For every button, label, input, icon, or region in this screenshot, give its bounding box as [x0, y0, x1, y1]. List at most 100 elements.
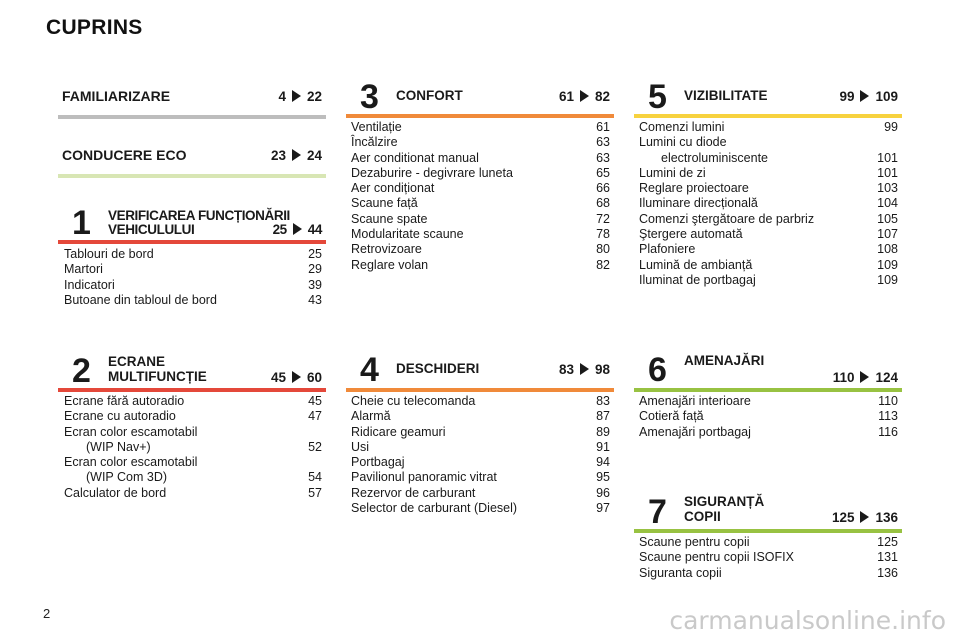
page-range: 61 82	[558, 89, 610, 104]
toc-entry: Ecrane cu autoradio 47	[64, 409, 326, 424]
toc-entry-label: Siguranta copii	[639, 565, 722, 580]
section-6-list: Amenajări interioare 110 Cotieră față 113 Am…	[639, 394, 902, 440]
divider-bar-green	[634, 529, 902, 533]
toc-entry: Ridicare geamuri 89	[351, 425, 614, 440]
toc-entry: Ecrane fără autoradio 45	[64, 394, 326, 409]
section-title-line2: COPII	[684, 509, 721, 524]
page-range: 110 124	[832, 370, 898, 385]
toc-entry: Amenajări interioare 110	[639, 394, 902, 409]
toc-entry-page: 43	[308, 292, 322, 307]
toc-entry-label: Martori	[64, 262, 103, 277]
toc-entry: Scaune pentru copii 125	[639, 535, 902, 550]
toc-entry-page: 96	[596, 485, 610, 500]
section-1-header: 1 VERIFICAREA FUNCȚIONĂRII VEHICULULUI 2…	[72, 203, 326, 243]
toc-entry-label: Rezervor de carburant	[351, 485, 476, 500]
toc-entry-page: 45	[308, 394, 322, 408]
section-2-header: 2 ECRANE MULTIFUNCȚIE 45 60	[72, 351, 326, 391]
toc-entry: Iluminat de portbagaj 109	[639, 273, 902, 288]
toc-entry-label: Iluminat de portbagaj	[639, 272, 756, 287]
divider-bar-lightgreen	[58, 174, 326, 178]
section-4-list: Cheie cu telecomanda 83 Alarmă 87 Ridicare g…	[351, 394, 614, 516]
section-2-list: Ecrane fără autoradio 45 Ecrane cu autorad…	[64, 394, 326, 501]
divider-bar-green	[634, 388, 902, 392]
toc-entry-page: 101	[877, 150, 898, 165]
toc-entry-page: 80	[596, 242, 610, 257]
toc-entry-page: 104	[877, 196, 898, 211]
toc-entry-label: Aer conditionat manual	[351, 150, 479, 165]
toc-entry-label: Ecrane fără autoradio	[64, 394, 185, 408]
toc-entry-label: Usi	[351, 439, 370, 454]
divider-bar-yellow	[634, 114, 902, 118]
page-range: 4 22	[278, 89, 322, 104]
toc-entry: Pavilionul panoramic vitrat 95	[351, 470, 614, 485]
toc-entry-page: 116	[878, 424, 898, 439]
toc-entry: Butoane din tabloul de bord 43	[64, 293, 326, 308]
toc-entry-page: 113	[878, 409, 898, 424]
toc-entry: Ştergere automată 107	[639, 227, 902, 242]
divider-bar-red	[58, 240, 326, 244]
toc-entry-page: 105	[877, 211, 898, 226]
section-number: 5	[648, 78, 667, 116]
section-7-header: 7 SIGURANȚĂ COPII 125 136	[648, 492, 902, 532]
watermark: carmanualsonline.info	[669, 606, 946, 635]
page-title: CUPRINS	[46, 16, 143, 39]
arrow-right-icon	[292, 223, 302, 235]
page-range: 25 44	[272, 222, 323, 237]
toc-entry: Lumină de ambianță 109	[639, 258, 902, 273]
toc-entry-page: 47	[308, 409, 322, 424]
arrow-right-icon	[860, 90, 870, 102]
toc-entry-page: 78	[596, 227, 610, 242]
toc-entry-page: 87	[596, 409, 610, 424]
toc-entry-page: 63	[596, 150, 610, 165]
toc-entry-label: Lumini cu diode	[639, 135, 727, 150]
toc-entry-page: 109	[877, 257, 898, 272]
toc-entry-label: electroluminiscente	[661, 150, 768, 165]
page-range: 23 24	[270, 148, 322, 163]
arrow-right-icon	[860, 511, 870, 523]
section-number: 6	[648, 351, 667, 389]
toc-entry-label: Lumină de ambianță	[639, 257, 753, 272]
section-title-line2: VEHICULULUI	[108, 222, 195, 237]
toc-entry: Încălzire 63	[351, 135, 614, 150]
page-range: 99 109	[839, 89, 898, 104]
toc-entry-page: 29	[308, 262, 322, 277]
toc-entry-page: 61	[596, 120, 610, 134]
toc-entry-label: Indicatori	[64, 277, 115, 292]
toc-entry-page: 25	[308, 247, 322, 261]
toc-entry-label: Dezaburire - degivrare luneta	[351, 165, 513, 180]
section-number: 1	[72, 204, 91, 242]
toc-entry: Aer conditionat manual 63	[351, 151, 614, 166]
section-number: 7	[648, 493, 667, 531]
toc-entry-page: 39	[308, 277, 322, 292]
toc-entry: Scaune pentru copii ISOFIX 131	[639, 550, 902, 565]
toc-entry: Ecran color escamotabil	[64, 425, 326, 440]
toc-entry-page: 108	[877, 242, 898, 257]
toc-entry-page: 57	[308, 485, 322, 500]
divider-bar-orange	[346, 114, 614, 118]
toc-entry-label: Scaune pentru copii ISOFIX	[639, 550, 794, 565]
section-title: AMENAJĂRI	[684, 353, 765, 368]
toc-entry-page: 91	[596, 439, 610, 454]
toc-entry-page: 83	[596, 394, 610, 408]
section-3-list: Ventilație 61 Încălzire 63 Aer conditionat m…	[351, 120, 614, 273]
toc-entry: Martori 29	[64, 262, 326, 277]
section-title-line1: VERIFICAREA FUNCȚIONĂRII	[108, 208, 290, 223]
divider-bar-orange	[346, 388, 614, 392]
page-range: 125 136	[831, 510, 898, 525]
toc-entry: Calculator de bord 57	[64, 486, 326, 501]
section-title: VIZIBILITATE	[684, 88, 768, 103]
toc-entry-page: 68	[596, 196, 610, 211]
toc-entry-label: Butoane din tabloul de bord	[64, 292, 217, 307]
toc-entry: Dezaburire - degivrare luneta 65	[351, 166, 614, 181]
divider-bar-gray	[58, 115, 326, 119]
toc-entry: electroluminiscente 101	[639, 151, 902, 166]
arrow-right-icon	[291, 149, 301, 161]
toc-entry: Portbagaj 94	[351, 455, 614, 470]
toc-entry: Ecran color escamotabil	[64, 455, 326, 470]
toc-entry: Modularitate scaune 78	[351, 227, 614, 242]
toc-entry-page: 103	[877, 181, 898, 196]
section-familiarizare-header: FAMILIARIZARE 4 22	[62, 80, 326, 120]
toc-entry-label: Retrovizoare	[351, 242, 422, 257]
toc-entry-label: Comenzi lumini	[639, 120, 725, 134]
toc-entry-label: Calculator de bord	[64, 485, 167, 500]
